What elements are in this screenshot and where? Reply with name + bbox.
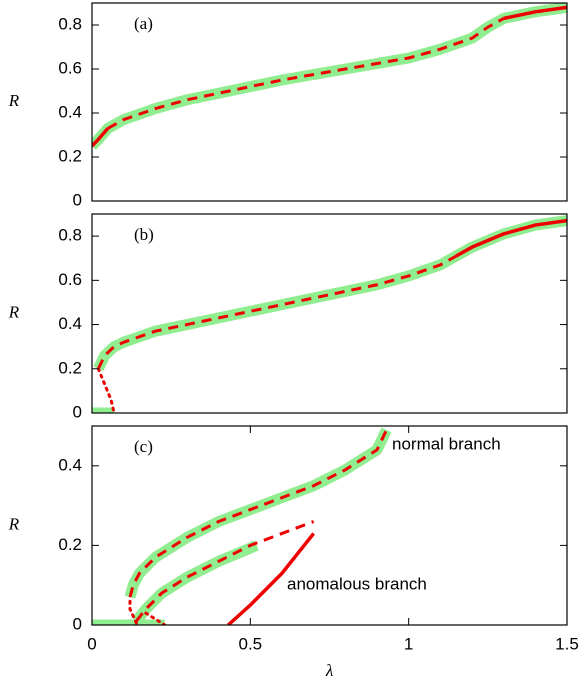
y-tick-label: 0 [73,190,82,209]
data-line [96,367,116,413]
data-line [455,218,567,258]
y-tick-label: 0.2 [58,146,82,165]
y-tick-label: 0.4 [58,102,82,121]
panel-label: (a) [134,14,153,33]
y-tick-label: 0.6 [58,58,82,77]
data-line [93,215,567,372]
x-axis-label: λ [325,661,333,680]
y-tick-label: 0.8 [58,14,82,33]
x-tick-label: 0.5 [239,634,263,653]
y-tick-label: 0.4 [58,455,82,474]
x-tick-label: 1.5 [555,634,579,653]
y-tick-label: 0.2 [58,535,82,554]
y-tick-label: 0.2 [58,358,82,377]
y-tick-label: 0 [73,402,82,421]
y-tick-label: 0.8 [58,226,82,245]
data-line [124,427,392,599]
plot-frame [91,425,568,626]
y-axis-label: R [8,91,20,110]
x-tick-label: 1 [404,634,413,653]
data-line [92,3,567,150]
panel-label: (c) [134,437,153,456]
data-line [92,5,567,148]
y-axis-label: R [8,302,20,321]
data-line [227,532,316,625]
data-line [135,520,315,622]
data-line [128,595,138,625]
plot-frame [91,2,568,202]
panel-label: (b) [134,225,154,244]
y-axis-label: R [8,514,20,533]
y-tick-label: 0.6 [58,270,82,289]
y-tick-label: 0 [73,614,82,633]
x-tick-label: 0 [87,634,96,653]
plot-frame [91,213,568,414]
y-tick-label: 0.4 [58,314,82,333]
annotation: normal branch [392,434,501,453]
data-line [107,17,505,130]
annotation: anomalous branch [287,574,427,593]
data-line [128,429,388,598]
